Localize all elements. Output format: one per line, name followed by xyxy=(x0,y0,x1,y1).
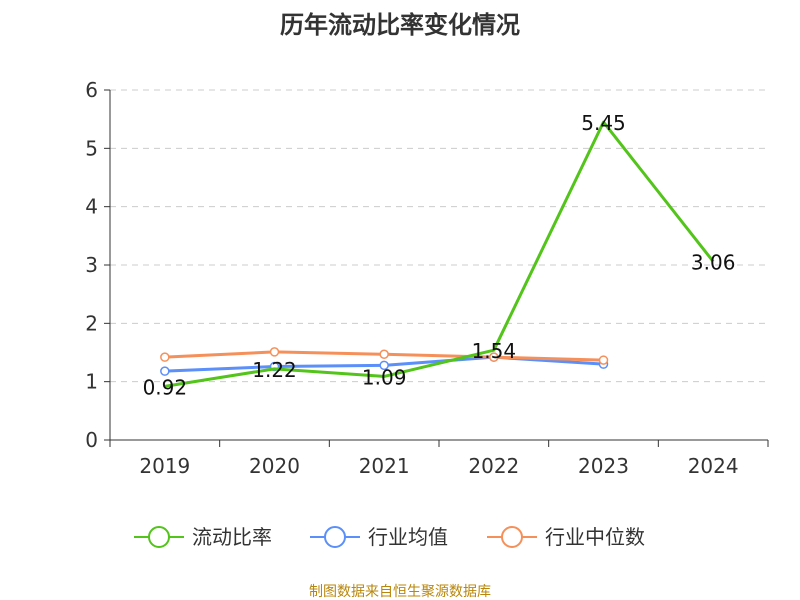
legend-item[interactable]: 行业中位数 xyxy=(487,525,645,549)
legend-marker xyxy=(148,526,170,548)
data-point xyxy=(489,352,499,362)
legend: 流动比率 行业均值 行业中位数 xyxy=(134,525,645,549)
data-point xyxy=(379,360,389,371)
x-tick-label: 2019 xyxy=(139,454,190,478)
data-label: 0.92 xyxy=(143,375,188,399)
legend-label: 行业均值 xyxy=(368,525,448,549)
y-tick-label: 3 xyxy=(85,253,98,277)
x-tick-label: 2023 xyxy=(578,454,629,478)
data-label: 1.09 xyxy=(362,365,407,389)
x-tick-label: 2022 xyxy=(468,454,519,478)
chart-title: 历年流动比率变化情况 xyxy=(280,11,520,39)
data-labels: 0.92 1.22 1.09 1.54 5.45 3.06 xyxy=(143,111,736,399)
x-tick-label: 2021 xyxy=(359,454,410,478)
y-tick-label: 1 xyxy=(85,370,98,394)
data-point xyxy=(269,347,280,357)
data-label: 5.45 xyxy=(581,111,626,135)
data-label: 1.22 xyxy=(252,358,297,382)
legend-marker xyxy=(501,526,523,548)
x-tick-label: 2024 xyxy=(688,454,739,478)
y-tick-label: 4 xyxy=(85,195,98,219)
grid xyxy=(110,89,768,383)
legend-label: 流动比率 xyxy=(192,525,272,549)
legend-label: 行业中位数 xyxy=(545,525,645,549)
data-point xyxy=(598,355,609,365)
data-label: 3.06 xyxy=(691,251,736,275)
series-layer xyxy=(160,120,715,388)
y-tick-label: 6 xyxy=(85,78,98,102)
x-tick-label: 2020 xyxy=(249,454,300,478)
data-point xyxy=(379,349,389,359)
data-label: 1.54 xyxy=(472,339,517,363)
legend-item[interactable]: 流动比率 xyxy=(134,525,272,549)
series-line xyxy=(164,120,715,388)
data-point xyxy=(160,352,170,362)
y-tick-label: 5 xyxy=(85,136,98,160)
axes: 0 1 2 3 4 5 6 2019 2020 2021 2022 2023 2024 xyxy=(85,78,769,478)
source-note: 制图数据来自恒生聚源数据库 xyxy=(309,584,491,600)
y-tick-label: 2 xyxy=(85,311,98,335)
data-point xyxy=(160,366,170,376)
legend-marker xyxy=(324,526,346,548)
y-tick-label: 0 xyxy=(85,428,98,452)
legend-item[interactable]: 行业均值 xyxy=(310,525,448,549)
